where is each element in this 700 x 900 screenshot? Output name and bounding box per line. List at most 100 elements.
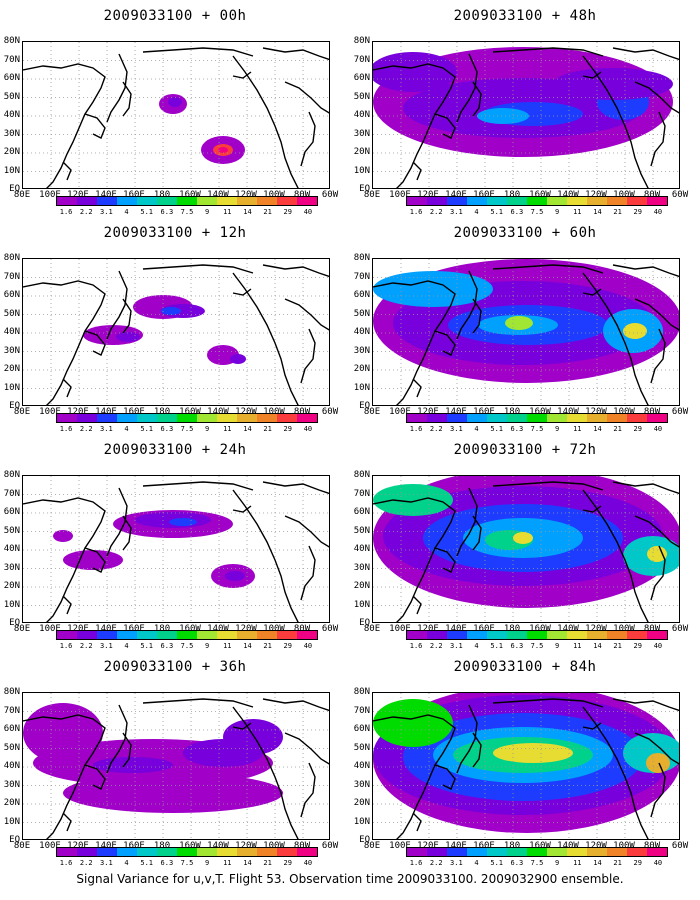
colorbar-swatch	[77, 631, 97, 639]
colorbar-label: 1.6	[409, 425, 423, 433]
coastline	[262, 481, 329, 495]
colorbar-swatch	[157, 414, 177, 422]
colorbar-label: 3.1	[450, 642, 463, 650]
variance-contour	[116, 332, 140, 342]
colorbar-swatch	[427, 197, 447, 205]
colorbar-label: 14	[243, 642, 252, 650]
colorbar-swatch	[257, 197, 277, 205]
colorbar-swatch	[627, 414, 647, 422]
longitude-label: 120W	[585, 407, 607, 417]
colorbar	[406, 413, 668, 423]
latitude-label: 20N	[353, 364, 370, 374]
colorbar-label: 40	[653, 208, 663, 216]
coastline	[232, 55, 299, 188]
panel-title: 2009033100 + 36h	[103, 659, 247, 675]
colorbar-label: 5.1	[140, 859, 154, 867]
coastline	[582, 505, 602, 513]
coastline	[634, 732, 679, 765]
colorbar-label: 7.5	[530, 425, 544, 433]
colorbar-swatch	[197, 197, 217, 205]
colorbar-swatch	[647, 197, 667, 205]
colorbar-swatch	[237, 197, 257, 205]
colorbar-label: 11	[573, 859, 582, 867]
colorbar-swatch	[407, 848, 427, 856]
variance-contour	[23, 703, 103, 763]
colorbar-swatch	[567, 197, 587, 205]
colorbar-swatch	[567, 631, 587, 639]
colorbar-label: 7.5	[180, 642, 194, 650]
variance-contour	[168, 97, 182, 107]
longitude-label: 100E	[39, 624, 61, 634]
coastline	[412, 595, 422, 615]
longitude-label: 140W	[557, 407, 579, 417]
coastline	[84, 764, 106, 790]
coastline	[412, 378, 422, 398]
colorbar-swatch	[527, 631, 547, 639]
colorbar-swatch	[527, 414, 547, 422]
map-panel: 2009033100 + 48h 80N 70N 60N 50N 40N 30N 20N 10N…	[350, 0, 700, 225]
colorbar-swatch	[487, 631, 507, 639]
longitude-label: 140E	[445, 407, 467, 417]
longitude-label: 100E	[389, 624, 411, 634]
longitude-label: 140W	[557, 190, 579, 200]
colorbar-swatch	[647, 414, 667, 422]
variance-contour	[169, 518, 197, 526]
colorbar-label: 9	[555, 208, 560, 216]
colorbar-label: 2.2	[79, 859, 93, 867]
colorbar-swatch	[157, 197, 177, 205]
colorbar-swatch	[587, 414, 607, 422]
panel-title: 2009033100 + 24h	[103, 442, 247, 458]
longitude-label: 120W	[585, 624, 607, 634]
colorbar-label: 6.3	[510, 425, 524, 433]
colorbar-label: 1.6	[59, 642, 73, 650]
colorbar-label: 4	[474, 642, 479, 650]
longitude-label: 60W	[671, 190, 689, 200]
colorbar-swatch	[217, 848, 237, 856]
latitude-label: 40N	[353, 544, 370, 554]
longitude-label: 80E	[13, 841, 31, 851]
colorbar-label: 11	[223, 208, 232, 216]
variance-map	[372, 41, 680, 189]
latitude-label: 40N	[353, 761, 370, 771]
colorbar-label: 21	[263, 642, 272, 650]
variance-contour	[505, 316, 533, 330]
colorbar-swatch	[467, 414, 487, 422]
longitude-label: 120W	[235, 624, 257, 634]
latitude-label: 30N	[353, 779, 370, 790]
coastline	[650, 111, 666, 167]
colorbar-swatch	[487, 414, 507, 422]
longitude-label: 140E	[95, 190, 117, 200]
longitude-label: 140W	[557, 624, 579, 634]
map-canvas	[23, 476, 329, 622]
coastline	[373, 280, 456, 405]
colorbar-swatch	[277, 197, 297, 205]
latitude-label: 70N	[3, 54, 20, 65]
colorbar-swatch	[237, 848, 257, 856]
map-canvas	[373, 476, 679, 622]
colorbar	[406, 847, 668, 857]
coastline	[142, 481, 254, 491]
colorbar-swatch	[137, 848, 157, 856]
latitude-label: 60N	[3, 507, 20, 517]
latitude-label: 30N	[353, 128, 370, 139]
colorbar-label: 40	[303, 859, 313, 867]
colorbar-label: 21	[613, 425, 622, 433]
longitude-label: 120W	[235, 407, 257, 417]
latitude-label: 60N	[3, 724, 20, 734]
coastline	[300, 762, 316, 818]
coastline	[62, 812, 72, 832]
colorbar-swatch	[57, 197, 77, 205]
coastline	[582, 71, 602, 79]
colorbar-swatch	[177, 848, 197, 856]
longitude-label: 180	[503, 407, 521, 417]
latitude-label: 60N	[353, 724, 370, 734]
colorbar-swatch	[97, 631, 117, 639]
colorbar-label: 4	[124, 642, 129, 650]
colorbar-label: 7.5	[530, 642, 544, 650]
colorbar-label: 9	[205, 425, 210, 433]
colorbar-label: 2.2	[429, 859, 443, 867]
coastline	[456, 53, 478, 123]
latitude-label: EQ	[9, 618, 20, 628]
colorbar-label: 4	[124, 208, 129, 216]
colorbar-label: 40	[653, 642, 663, 650]
